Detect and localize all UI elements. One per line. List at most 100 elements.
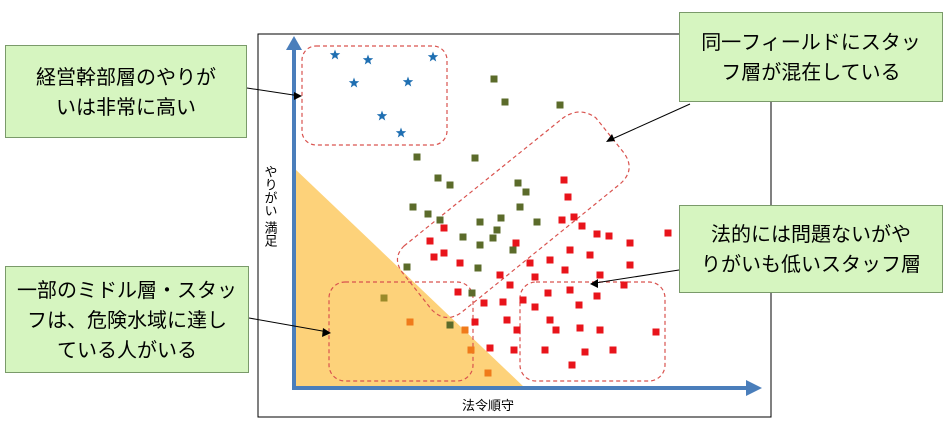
- x-axis-label: 法令順守: [462, 399, 514, 414]
- staff-point: [578, 222, 586, 230]
- staff-point: [506, 281, 514, 289]
- staff-point: [620, 281, 628, 289]
- staff-point: [426, 237, 434, 245]
- executive-star-point: [329, 49, 341, 60]
- y-axis-arrowhead: [286, 36, 302, 50]
- staff-point: [531, 273, 539, 281]
- staff-point: [626, 239, 634, 247]
- staff-point: [512, 239, 520, 247]
- staff-point: [440, 249, 448, 257]
- staff-point: [476, 218, 484, 226]
- staff-point: [501, 98, 509, 106]
- staff-point: [434, 174, 442, 182]
- staff-point: [541, 346, 549, 354]
- staff-point: [436, 216, 444, 224]
- danger-callout-line-3: ている人がいる: [57, 337, 197, 362]
- staff-point: [526, 259, 534, 267]
- staff-point: [474, 264, 482, 272]
- staff-point: [531, 303, 539, 311]
- staff-point: [513, 326, 521, 334]
- staff-point: [652, 328, 660, 336]
- staff-point: [664, 229, 672, 237]
- danger-leader-line: [248, 317, 329, 333]
- staff-point: [564, 193, 572, 201]
- mixed-callout-line-2: フ層が混在している: [721, 60, 901, 84]
- staff-point: [454, 288, 462, 296]
- staff-point: [522, 188, 530, 196]
- staff-point: [489, 234, 497, 242]
- x-axis-arrowhead: [746, 380, 762, 396]
- staff-point: [581, 348, 589, 356]
- staff-point: [471, 318, 479, 326]
- staff-point: [519, 296, 527, 304]
- staff-point: [459, 233, 467, 241]
- staff-point: [476, 241, 484, 249]
- low-motivation-callout-line-2: りがいも低いスタッフ層: [701, 252, 921, 276]
- staff-point: [561, 266, 569, 274]
- staff-point: [546, 256, 554, 264]
- axes: [286, 36, 762, 396]
- middle-point: [380, 294, 388, 302]
- staff-point: [497, 214, 505, 222]
- executive-star-points: [329, 49, 439, 138]
- middle-point: [406, 318, 414, 326]
- mixed-callout-line-1: 同一フィールドにスタッ: [701, 30, 921, 54]
- staff-point: [413, 153, 421, 161]
- staff-point: [570, 213, 578, 221]
- staff-point: [471, 154, 479, 162]
- staff-point: [533, 218, 541, 226]
- staff-point: [544, 289, 552, 297]
- executive-star-point: [348, 77, 360, 88]
- danger-callout-line-1: 一部のミドル層・スタッ: [17, 277, 237, 302]
- staff-point: [496, 271, 504, 279]
- mixed-cluster-outline: [396, 111, 630, 319]
- staff-point: [575, 301, 583, 309]
- staff-point: [490, 75, 498, 83]
- staff-point: [446, 321, 454, 329]
- danger-callout-line-2: フは、危険水域に達し: [27, 307, 227, 332]
- staff-point: [586, 251, 594, 259]
- staff-point: [480, 299, 488, 307]
- middle-point: [467, 346, 475, 354]
- staff-point: [593, 292, 601, 300]
- staff-point: [493, 226, 501, 234]
- staff-point: [546, 316, 554, 324]
- low-motivation-callout: 法的には問題ないがや りがいも低いスタッフ層: [679, 205, 943, 293]
- executive-star-point: [427, 51, 439, 62]
- low-motivation-callout-line-1: 法的には問題ないがや: [711, 222, 911, 246]
- executives-leader-arrowhead: [294, 92, 302, 100]
- staff-point: [566, 246, 574, 254]
- staff-point: [568, 361, 576, 369]
- staff-point: [516, 203, 524, 211]
- danger-zone-area: [294, 168, 525, 388]
- staff-point: [409, 203, 417, 211]
- danger-cluster-outline: [328, 281, 474, 382]
- executives-callout-line-2: いは非常に高い: [56, 94, 196, 119]
- staff-point: [576, 324, 584, 332]
- danger-callout: 一部のミドル層・スタッ フは、危険水域に達し ている人がいる: [5, 266, 249, 373]
- staff-point: [440, 224, 448, 232]
- executive-star-point: [376, 110, 388, 121]
- staff-point: [499, 298, 507, 306]
- staff-point: [596, 271, 604, 279]
- staff-point: [552, 326, 560, 334]
- executives-leader-line: [246, 87, 301, 97]
- staff-point: [558, 216, 566, 224]
- staff-point: [486, 344, 494, 352]
- executives-callout: 経営幹部層のやりが いは非常に高い: [5, 45, 247, 138]
- staff-olive-points: [403, 75, 564, 329]
- staff-point: [503, 316, 511, 324]
- staff-point: [403, 263, 411, 271]
- staff-point: [430, 253, 438, 261]
- executive-star-point: [362, 54, 374, 65]
- low-motivation-cluster-outline: [519, 281, 666, 382]
- low-motivation-leader-arrowhead: [590, 279, 598, 288]
- staff-point: [514, 179, 522, 187]
- staff-point: [626, 261, 634, 269]
- danger-leader-arrowhead: [322, 328, 331, 337]
- staff-point: [510, 346, 518, 354]
- staff-point: [468, 289, 476, 297]
- mixed-leader-arrowhead: [606, 134, 615, 142]
